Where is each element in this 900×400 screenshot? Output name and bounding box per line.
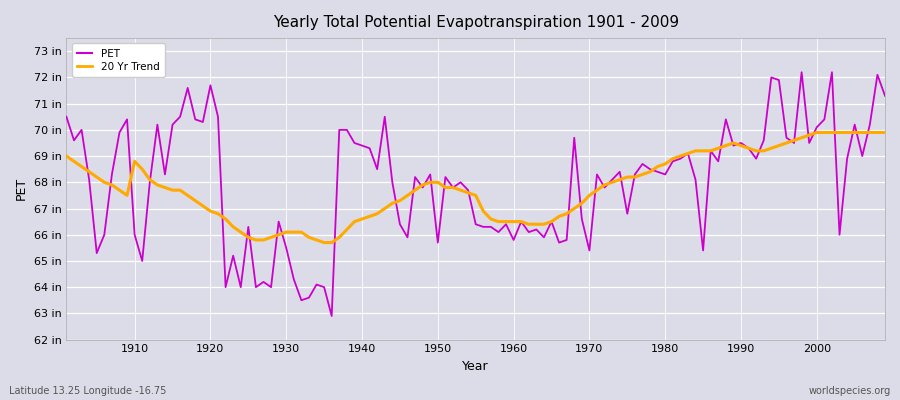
Text: Latitude 13.25 Longitude -16.75: Latitude 13.25 Longitude -16.75 <box>9 386 166 396</box>
Legend: PET, 20 Yr Trend: PET, 20 Yr Trend <box>72 43 165 77</box>
X-axis label: Year: Year <box>463 360 489 373</box>
Title: Yearly Total Potential Evapotranspiration 1901 - 2009: Yearly Total Potential Evapotranspiratio… <box>273 15 679 30</box>
Text: worldspecies.org: worldspecies.org <box>809 386 891 396</box>
Y-axis label: PET: PET <box>15 177 28 200</box>
